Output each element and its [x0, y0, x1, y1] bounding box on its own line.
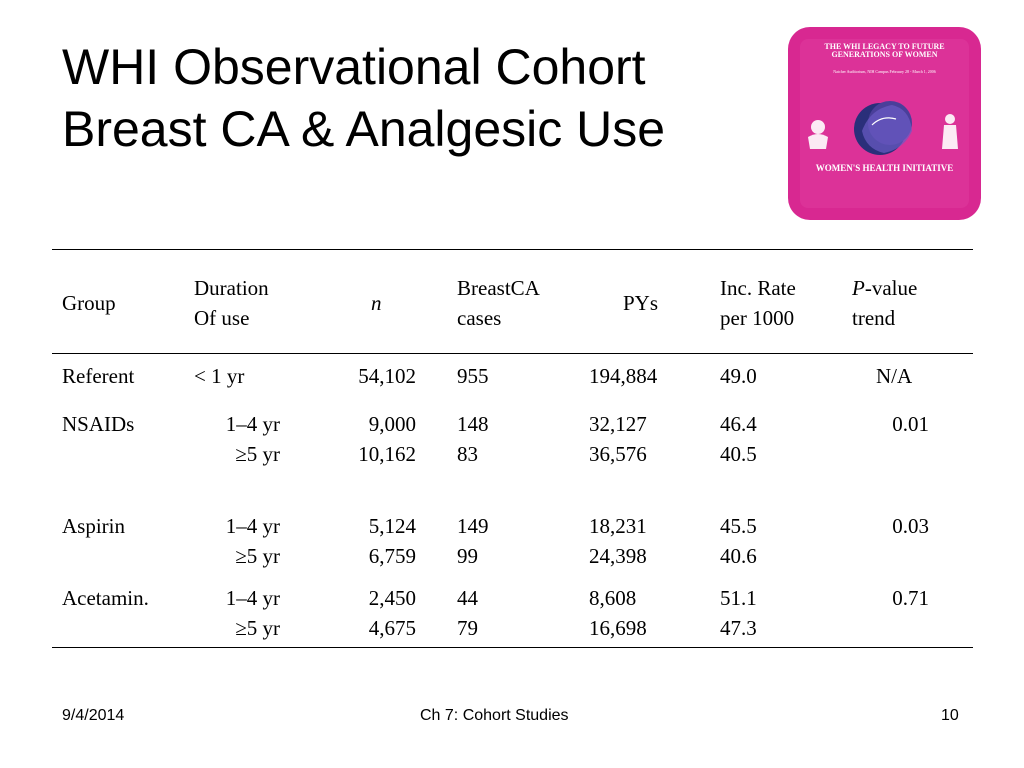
table-row-cell-p: N/A — [876, 364, 913, 388]
right-emblem-icon — [942, 114, 958, 149]
table-row-cell-group: NSAIDs — [62, 412, 135, 436]
table-row-cell-rate: 45.5 — [720, 514, 757, 538]
header-cases-1: BreastCA — [457, 276, 540, 300]
table-row-cell-duration: 1–4 yr — [225, 514, 280, 538]
table-row-cell-pys: 32,127 — [589, 412, 647, 436]
table-row-cell-cases: 99 — [457, 544, 478, 568]
table-row-cell-duration: < 1 yr — [194, 364, 245, 388]
table-row-cell-p: 0.01 — [892, 412, 929, 436]
table-row-cell-duration: 1–4 yr — [225, 586, 280, 610]
slide-title-line-2: Breast CA & Analgesic Use — [62, 101, 666, 157]
table-top-rule — [52, 249, 973, 250]
whi-logo-banner: THE WHI LEGACY TO FUTURE GENERATIONS OF … — [824, 42, 945, 59]
table-row-cell-n: 54,102 — [358, 364, 416, 388]
left-emblem-icon — [808, 120, 828, 149]
header-n: n — [371, 291, 382, 315]
header-duration-2: Of use — [194, 306, 250, 330]
table-row-cell-p: 0.03 — [892, 514, 929, 538]
footer-page-number: 10 — [941, 707, 959, 724]
table-row-cell-cases: 83 — [457, 442, 478, 466]
table-row-cell-n: 2,450 — [368, 586, 416, 610]
table-row-cell-pys: 194,884 — [589, 364, 658, 388]
table-row-cell-pys: 18,231 — [589, 514, 647, 538]
table-row-cell-pys: 8,608 — [589, 586, 637, 610]
table-row-cell-rate: 46.4 — [720, 412, 757, 436]
table-row-cell-pys: 24,398 — [589, 544, 647, 568]
table-row-cell-rate: 40.5 — [720, 442, 757, 466]
table-row-cell-duration: ≥5 yr — [235, 544, 280, 568]
slide-title: WHI Observational Cohort Breast CA & Ana… — [62, 36, 782, 160]
women-profiles-icon — [854, 101, 912, 155]
table-row-cell-group: Referent — [62, 364, 135, 388]
header-duration-1: Duration — [194, 276, 269, 300]
table-row-cell-pys: 36,576 — [589, 442, 647, 466]
table-row-cell-cases: 79 — [457, 616, 478, 640]
table-row-cell-cases: 44 — [457, 586, 478, 610]
whi-logo-panel: THE WHI LEGACY TO FUTURE GENERATIONS OF … — [800, 39, 969, 208]
table-row-cell-group: Acetamin. — [62, 586, 149, 610]
table-row-cell-duration: 1–4 yr — [225, 412, 280, 436]
header-pvalue-rest: -value — [864, 276, 918, 300]
whi-logo-event: Natcher Auditorium, NIH Campus February … — [833, 69, 936, 74]
table-row-cell-n: 9,000 — [368, 412, 416, 436]
table-bottom-rule — [52, 647, 973, 648]
header-group: Group — [62, 291, 116, 315]
table-row-cell-rate: 49.0 — [720, 364, 757, 388]
footer-chapter: Ch 7: Cohort Studies — [420, 707, 569, 724]
table-row-cell-cases: 955 — [457, 364, 489, 388]
whi-logo-artwork — [808, 101, 958, 155]
header-pys: PYs — [623, 291, 659, 315]
header-pvalue-italic: P — [852, 276, 865, 300]
header-rate-2: per 1000 — [720, 306, 795, 330]
header-cases-2: cases — [457, 306, 502, 330]
table-row-cell-rate: 51.1 — [720, 586, 757, 610]
table-row-cell-n: 4,675 — [368, 616, 416, 640]
table-row-cell-cases: 148 — [457, 412, 489, 436]
table-row-cell-rate: 47.3 — [720, 616, 757, 640]
table-row-cell-n: 10,162 — [358, 442, 416, 466]
table-row-cell-duration: ≥5 yr — [235, 616, 280, 640]
header-rate-1: Inc. Rate — [720, 276, 796, 300]
slide-title-line-1: WHI Observational Cohort — [62, 39, 646, 95]
table-row-cell-p: 0.71 — [892, 586, 929, 610]
header-pvalue-2: trend — [852, 306, 896, 330]
table-row-cell-cases: 149 — [457, 514, 489, 538]
table-row-cell-n: 5,124 — [368, 514, 416, 538]
table-row-cell-pys: 16,698 — [589, 616, 647, 640]
results-table: Group Duration Of use n BreastCA cases P… — [52, 249, 973, 649]
table-header-rule — [52, 353, 973, 354]
table-row-cell-group: Aspirin — [62, 514, 125, 538]
footer-date: 9/4/2014 — [62, 707, 125, 724]
table-row-cell-rate: 40.6 — [720, 544, 757, 568]
whi-logo: THE WHI LEGACY TO FUTURE GENERATIONS OF … — [788, 27, 981, 220]
table-row-cell-n: 6,759 — [368, 544, 416, 568]
whi-logo-name: WOMEN'S HEALTH INITIATIVE — [815, 163, 954, 173]
table-row-cell-duration: ≥5 yr — [235, 442, 280, 466]
header-pvalue: P-value — [852, 273, 917, 303]
